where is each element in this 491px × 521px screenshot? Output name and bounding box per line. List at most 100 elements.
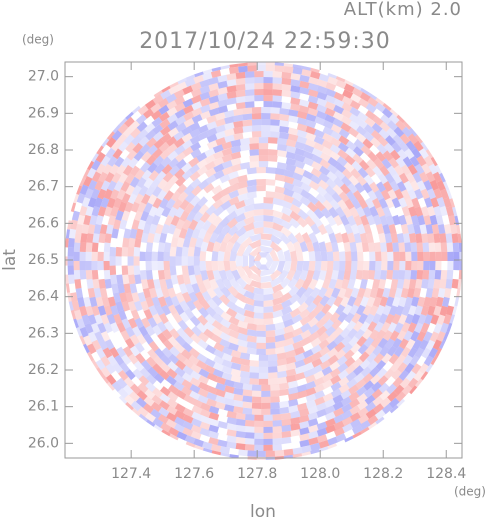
echo-cell	[370, 374, 381, 385]
echo-cell	[300, 336, 312, 347]
echo-cell	[191, 411, 203, 421]
echo-cell	[220, 286, 231, 298]
echo-cell	[392, 296, 401, 308]
echo-cell	[435, 214, 444, 226]
echo-cell	[281, 206, 293, 216]
echo-cell	[319, 152, 331, 162]
echo-cell	[164, 269, 172, 280]
echo-cell	[229, 63, 239, 68]
echo-cell	[341, 95, 353, 106]
echo-cell	[235, 71, 246, 79]
echo-cell	[206, 133, 218, 143]
echo-cell	[199, 299, 211, 311]
echo-cell	[97, 322, 107, 334]
echo-cell	[95, 347, 106, 359]
echo-cell	[292, 178, 304, 188]
echo-cell	[191, 114, 203, 124]
echo-cell	[88, 331, 98, 343]
echo-cell	[352, 153, 364, 164]
echo-cell	[443, 331, 450, 341]
echo-cell	[325, 325, 336, 337]
echo-cell	[311, 358, 323, 368]
echo-cell	[443, 197, 452, 208]
echo-cell	[246, 179, 257, 187]
echo-cell	[145, 129, 156, 141]
echo-cell	[344, 356, 356, 368]
echo-cell	[258, 366, 269, 373]
echo-cell	[176, 183, 187, 195]
echo-cell	[379, 296, 389, 307]
echo-cell	[258, 137, 269, 144]
echo-cell	[143, 177, 154, 189]
echo-cell	[237, 186, 248, 196]
echo-cell	[287, 278, 299, 290]
echo-cell	[280, 233, 291, 245]
echo-cell	[433, 305, 442, 317]
echo-cell	[237, 180, 248, 189]
echo-cell	[247, 65, 257, 72]
echo-cell	[447, 261, 454, 271]
echo-cell	[212, 198, 224, 210]
echo-cell	[356, 125, 367, 136]
echo-cell	[325, 269, 333, 281]
echo-cell	[413, 224, 422, 235]
echo-cell	[226, 429, 237, 437]
echo-cell	[355, 242, 363, 253]
echo-cell	[136, 177, 147, 189]
echo-cell	[243, 197, 255, 206]
echo-cell	[428, 163, 438, 175]
echo-cell	[425, 339, 436, 351]
echo-cell	[285, 157, 297, 166]
echo-cell	[137, 406, 149, 418]
echo-cell	[341, 335, 352, 347]
echo-cell	[398, 270, 406, 280]
echo-cell	[100, 197, 110, 208]
echo-cell	[405, 338, 416, 350]
echo-cell	[134, 300, 143, 312]
echo-cell	[277, 376, 288, 385]
echo-cell	[335, 76, 346, 83]
echo-cell	[75, 288, 83, 299]
echo-cell	[253, 203, 264, 210]
echo-cell	[91, 261, 98, 271]
echo-cell	[187, 265, 195, 276]
echo-cell	[157, 242, 166, 252]
echo-cell	[449, 314, 455, 324]
echo-cell	[305, 400, 317, 409]
echo-cell	[374, 189, 384, 201]
echo-cell	[423, 331, 433, 342]
echo-cell	[330, 381, 342, 392]
echo-cell	[219, 173, 231, 184]
echo-cell	[423, 296, 432, 307]
echo-cell	[202, 68, 213, 75]
echo-cell	[392, 134, 404, 146]
echo-cell	[378, 382, 390, 394]
echo-cell	[378, 197, 388, 209]
echo-cell	[353, 365, 364, 376]
echo-cell	[334, 232, 344, 244]
echo-cell	[131, 105, 141, 114]
echo-cell	[263, 83, 273, 90]
echo-cell	[128, 237, 136, 248]
echo-cell	[403, 330, 414, 342]
y-tick-label: 26.3	[28, 325, 59, 341]
echo-cell	[87, 224, 96, 235]
echo-cell	[422, 270, 430, 280]
echo-cell	[292, 172, 304, 182]
echo-cell	[376, 181, 387, 193]
echo-cell	[239, 143, 250, 152]
echo-cell	[137, 128, 149, 140]
echo-cell	[374, 321, 384, 333]
echo-cell	[83, 168, 90, 179]
echo-cell	[285, 151, 297, 160]
echo-cell	[145, 270, 153, 280]
echo-cell	[206, 223, 217, 235]
echo-cell	[168, 427, 179, 437]
echo-cell	[338, 376, 350, 387]
echo-cell	[122, 126, 134, 138]
echo-cell	[384, 172, 395, 184]
echo-cell	[191, 405, 203, 415]
echo-cell	[211, 184, 223, 195]
echo-cell	[360, 214, 370, 226]
echo-cell	[77, 296, 85, 308]
